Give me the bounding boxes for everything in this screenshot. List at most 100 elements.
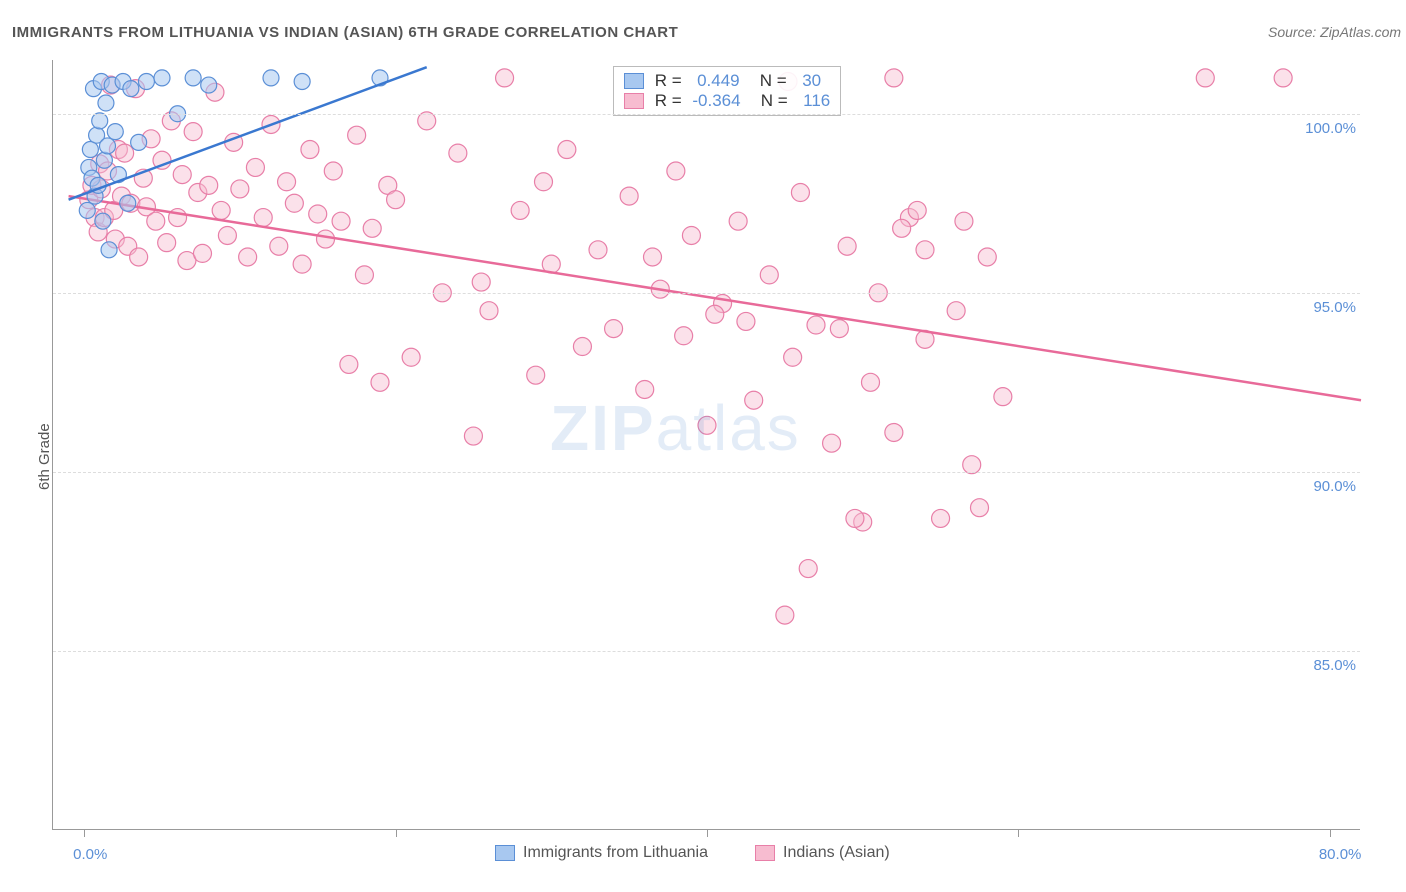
scatter-point: [1274, 69, 1292, 87]
scatter-point: [846, 509, 864, 527]
chart-title: IMMIGRANTS FROM LITHUANIA VS INDIAN (ASI…: [12, 24, 678, 41]
scatter-point: [200, 176, 218, 194]
legend-n-value: 30: [797, 71, 821, 91]
scatter-point: [285, 194, 303, 212]
scatter-point: [309, 205, 327, 223]
scatter-point: [573, 338, 591, 356]
chart-plot-area: ZIPatlas R = 0.449 N = 30 R = -0.364 N =…: [52, 60, 1360, 830]
stats-legend-row: R = 0.449 N = 30: [624, 71, 830, 91]
x-tick-label: 0.0%: [73, 846, 107, 863]
scatter-point: [120, 195, 136, 211]
scatter-point: [605, 320, 623, 338]
scatter-point: [107, 124, 123, 140]
scatter-point: [131, 134, 147, 150]
scatter-point: [173, 166, 191, 184]
scatter-point: [807, 316, 825, 334]
x-tick-mark: [1018, 829, 1019, 837]
scatter-point: [464, 427, 482, 445]
scatter-point: [799, 560, 817, 578]
scatter-point: [100, 138, 116, 154]
gridline: [53, 114, 1360, 115]
source-label: Source: ZipAtlas.com: [1268, 24, 1401, 40]
scatter-point: [706, 305, 724, 323]
scatter-point: [947, 302, 965, 320]
scatter-point: [371, 373, 389, 391]
scatter-point: [324, 162, 342, 180]
scatter-point: [278, 173, 296, 191]
scatter-point: [254, 209, 272, 227]
scatter-point: [994, 388, 1012, 406]
scatter-point: [644, 248, 662, 266]
scatter-point: [830, 320, 848, 338]
scatter-point: [201, 77, 217, 93]
scatter-point: [760, 266, 778, 284]
scatter-point: [79, 202, 95, 218]
legend-series-name: Immigrants from Lithuania: [523, 844, 708, 862]
y-tick-label: 100.0%: [1301, 120, 1356, 137]
legend-n-value: 116: [798, 91, 830, 111]
plot-svg: [53, 60, 1361, 830]
scatter-point: [363, 219, 381, 237]
scatter-point: [620, 187, 638, 205]
gridline: [53, 651, 1360, 652]
legend-r-value: 0.449: [692, 71, 739, 91]
scatter-point: [95, 213, 111, 229]
bottom-legend-item: Indians (Asian): [755, 844, 890, 862]
scatter-point: [116, 144, 134, 162]
scatter-point: [147, 212, 165, 230]
scatter-point: [496, 69, 514, 87]
scatter-point: [527, 366, 545, 384]
scatter-point: [682, 226, 700, 244]
scatter-point: [294, 73, 310, 89]
scatter-point: [698, 416, 716, 434]
x-tick-mark: [396, 829, 397, 837]
scatter-point: [212, 201, 230, 219]
scatter-point: [955, 212, 973, 230]
scatter-point: [355, 266, 373, 284]
scatter-point: [838, 237, 856, 255]
scatter-point: [92, 113, 108, 129]
legend-swatch: [624, 93, 644, 109]
scatter-point: [511, 201, 529, 219]
scatter-point: [317, 230, 335, 248]
scatter-point: [123, 81, 139, 97]
scatter-point: [231, 180, 249, 198]
scatter-point: [978, 248, 996, 266]
scatter-point: [138, 73, 154, 89]
y-tick-label: 85.0%: [1301, 657, 1356, 674]
x-tick-mark: [84, 829, 85, 837]
scatter-point: [239, 248, 257, 266]
scatter-point: [745, 391, 763, 409]
scatter-point: [932, 509, 950, 527]
scatter-point: [402, 348, 420, 366]
scatter-point: [776, 606, 794, 624]
legend-swatch: [755, 845, 775, 861]
legend-series-name: Indians (Asian): [783, 844, 890, 862]
scatter-point: [675, 327, 693, 345]
scatter-point: [1196, 69, 1214, 87]
legend-r-value: -0.364: [692, 91, 740, 111]
scatter-point: [193, 244, 211, 262]
legend-swatch: [624, 73, 644, 89]
scatter-point: [101, 242, 117, 258]
scatter-point: [218, 226, 236, 244]
scatter-point: [729, 212, 747, 230]
scatter-point: [885, 423, 903, 441]
scatter-point: [737, 312, 755, 330]
scatter-point: [885, 69, 903, 87]
scatter-point: [96, 152, 112, 168]
scatter-point: [130, 248, 148, 266]
scatter-point: [823, 434, 841, 452]
scatter-point: [184, 123, 202, 141]
scatter-point: [667, 162, 685, 180]
legend-swatch: [495, 845, 515, 861]
scatter-point: [636, 380, 654, 398]
scatter-point: [82, 142, 98, 158]
y-tick-label: 90.0%: [1301, 478, 1356, 495]
scatter-point: [348, 126, 366, 144]
scatter-point: [293, 255, 311, 273]
scatter-point: [158, 234, 176, 252]
gridline: [53, 472, 1360, 473]
scatter-point: [862, 373, 880, 391]
scatter-point: [301, 141, 319, 159]
